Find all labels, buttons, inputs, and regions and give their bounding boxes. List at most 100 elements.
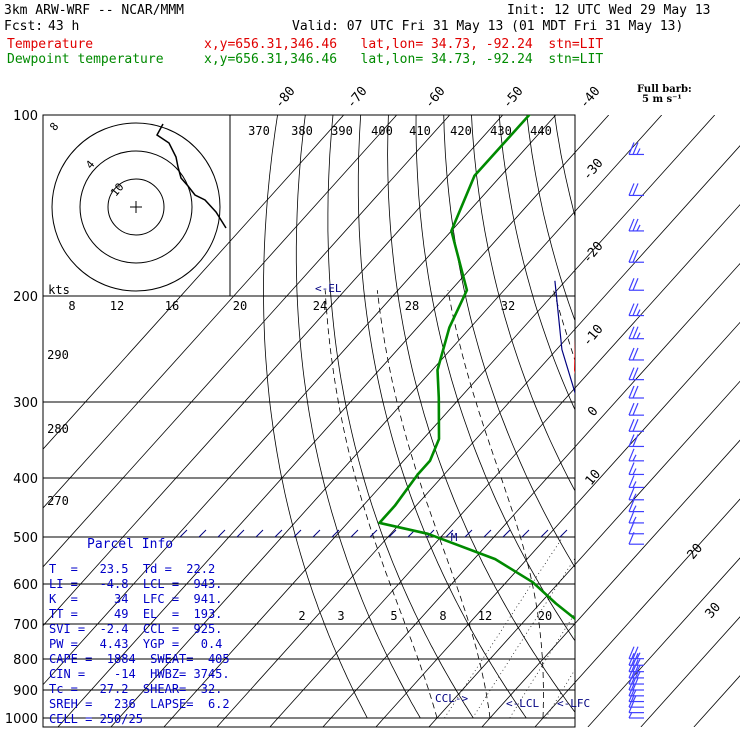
- ccl-annotation: CCL->: [435, 692, 468, 705]
- level-tick: [198, 529, 207, 538]
- wind-barb-flag: [632, 218, 639, 232]
- wind-barb-flag: [632, 646, 639, 659]
- wind-barb-flag: [632, 653, 639, 666]
- wind-barb-flag: [628, 711, 633, 719]
- level-tick: [502, 529, 511, 538]
- wind-barb-flag: [632, 505, 637, 512]
- isotherm-line: [43, 115, 344, 450]
- wind-barb-flag: [628, 521, 635, 535]
- temperature-location: x,y=656.31,346.46 lat,lon= 34.73, -92.24…: [204, 37, 604, 52]
- wind-barb-flag: [632, 326, 639, 339]
- wind-barb-flag: [628, 646, 635, 659]
- isotherm-line: [110, 115, 662, 727]
- level-tick: [350, 529, 359, 538]
- dewpoint-line: [378, 115, 575, 636]
- isotherm-line: [587, 557, 740, 727]
- isotherm-label: -40: [577, 84, 604, 112]
- hodograph-ring: [79, 150, 193, 264]
- level-tick: [255, 529, 264, 538]
- moist-adiabat-line: [649, 290, 718, 718]
- level-tick: [312, 529, 321, 538]
- parcel-info-row: T = 23.5 Td = 22.2: [49, 562, 216, 576]
- wind-barb-flag: [628, 434, 635, 447]
- theta-label: 380: [291, 124, 313, 138]
- wind-barb-flag: [636, 224, 641, 232]
- wind-barb-flag: [628, 694, 635, 708]
- theta-label: 290: [47, 348, 69, 362]
- parcel-info-row: SREH = 236 LAPSE= 6.2: [49, 697, 230, 711]
- wind-barb-flag: [628, 142, 635, 155]
- wind-barb-flag: [628, 402, 635, 416]
- parcel-info-row: TT = 49 EL = 193.: [49, 607, 223, 621]
- wind-barb: [628, 385, 644, 399]
- hodograph-speed-label: 8: [68, 299, 75, 313]
- wind-barb-flag: [636, 665, 641, 672]
- wind-barb: [628, 326, 644, 340]
- isotherm-label: -70: [344, 84, 371, 112]
- wind-barb-flag: [632, 402, 639, 416]
- wind-barb-flag: [636, 658, 641, 666]
- theta-label: 280: [47, 422, 69, 436]
- wind-barb: [628, 434, 644, 448]
- isotherm-label: 0: [585, 404, 602, 420]
- mixing-ratio-label: 3: [337, 609, 344, 623]
- mixing-ratio-label: 8: [439, 609, 446, 623]
- wind-barb-flag: [628, 385, 635, 399]
- isotherm-label: -30: [580, 156, 607, 184]
- wind-barb: [628, 303, 644, 317]
- wind-barb-flag: [632, 249, 639, 263]
- wind-barb: [628, 277, 644, 291]
- isotherm-label: -10: [580, 322, 607, 350]
- wind-barb-flag: [636, 652, 641, 659]
- parcel-info-row: CIN = -14 HWBZ= 3745.: [49, 667, 230, 681]
- wind-barb-flag: [628, 499, 635, 512]
- dry-adiabat-line: [608, 106, 740, 718]
- parcel-info-title: Parcel Info: [87, 537, 174, 552]
- wind-barb-flag: [636, 671, 641, 679]
- wind-barb-flag: [628, 487, 635, 501]
- level-tick: [445, 529, 454, 538]
- hodograph-speed-label: 28: [405, 299, 419, 313]
- parcel-info-panel: Parcel Info T = 23.5 Td = 22.2 LI = -4.8…: [43, 537, 233, 726]
- level-tick: [293, 529, 302, 538]
- isotherm-label: 20: [685, 541, 707, 563]
- isotherm-label: 30: [703, 600, 725, 622]
- wind-barb-flag: [628, 419, 635, 432]
- wind-barb-flag: [628, 303, 635, 316]
- mixed-layer-marker: M: [451, 531, 458, 544]
- wind-barb: [628, 448, 644, 462]
- isotherm-label: 40: [708, 0, 724, 4]
- wind-barb-flag: [632, 434, 639, 447]
- parcel-info-row: CAPE = 1884 SWEAT= 405: [49, 652, 230, 666]
- wind-barb-flag: [628, 665, 635, 679]
- hodograph-speed-label: 16: [165, 299, 179, 313]
- level-tick: [179, 529, 188, 538]
- theta-label: 410: [409, 124, 431, 138]
- wind-barb-flag: [632, 142, 639, 155]
- wind-barb: [628, 521, 644, 535]
- hodograph-speed-label: 24: [313, 299, 327, 313]
- wind-barb: [628, 487, 644, 501]
- wind-barb-flag: [628, 475, 635, 488]
- dry-adiabat-line: [471, 115, 575, 492]
- wind-barb-flag: [632, 367, 639, 380]
- dry-adiabat-line: [636, 106, 740, 718]
- level-tick: [331, 529, 340, 538]
- level-tick: [540, 529, 549, 538]
- wind-barb-flag: [632, 671, 639, 685]
- wind-barb-flag: [632, 419, 639, 432]
- moist-adiabat-line: [376, 290, 491, 719]
- pressure-label: 100: [13, 109, 38, 124]
- level-tick: [464, 529, 473, 538]
- dry-adiabat-line: [663, 106, 740, 718]
- wind-barb-flag: [628, 531, 635, 545]
- wind-barb-flag: [628, 689, 635, 702]
- isotherm-label: -20: [580, 239, 607, 267]
- forecast-hour: 43 h: [48, 19, 80, 34]
- theta-label: 370: [248, 124, 270, 138]
- hodograph-ring: [107, 178, 165, 236]
- hodograph-speed-label: 32: [501, 299, 515, 313]
- pressure-label: 600: [13, 578, 38, 593]
- wind-barb: [628, 347, 644, 361]
- wind-barb-flag: [632, 385, 639, 399]
